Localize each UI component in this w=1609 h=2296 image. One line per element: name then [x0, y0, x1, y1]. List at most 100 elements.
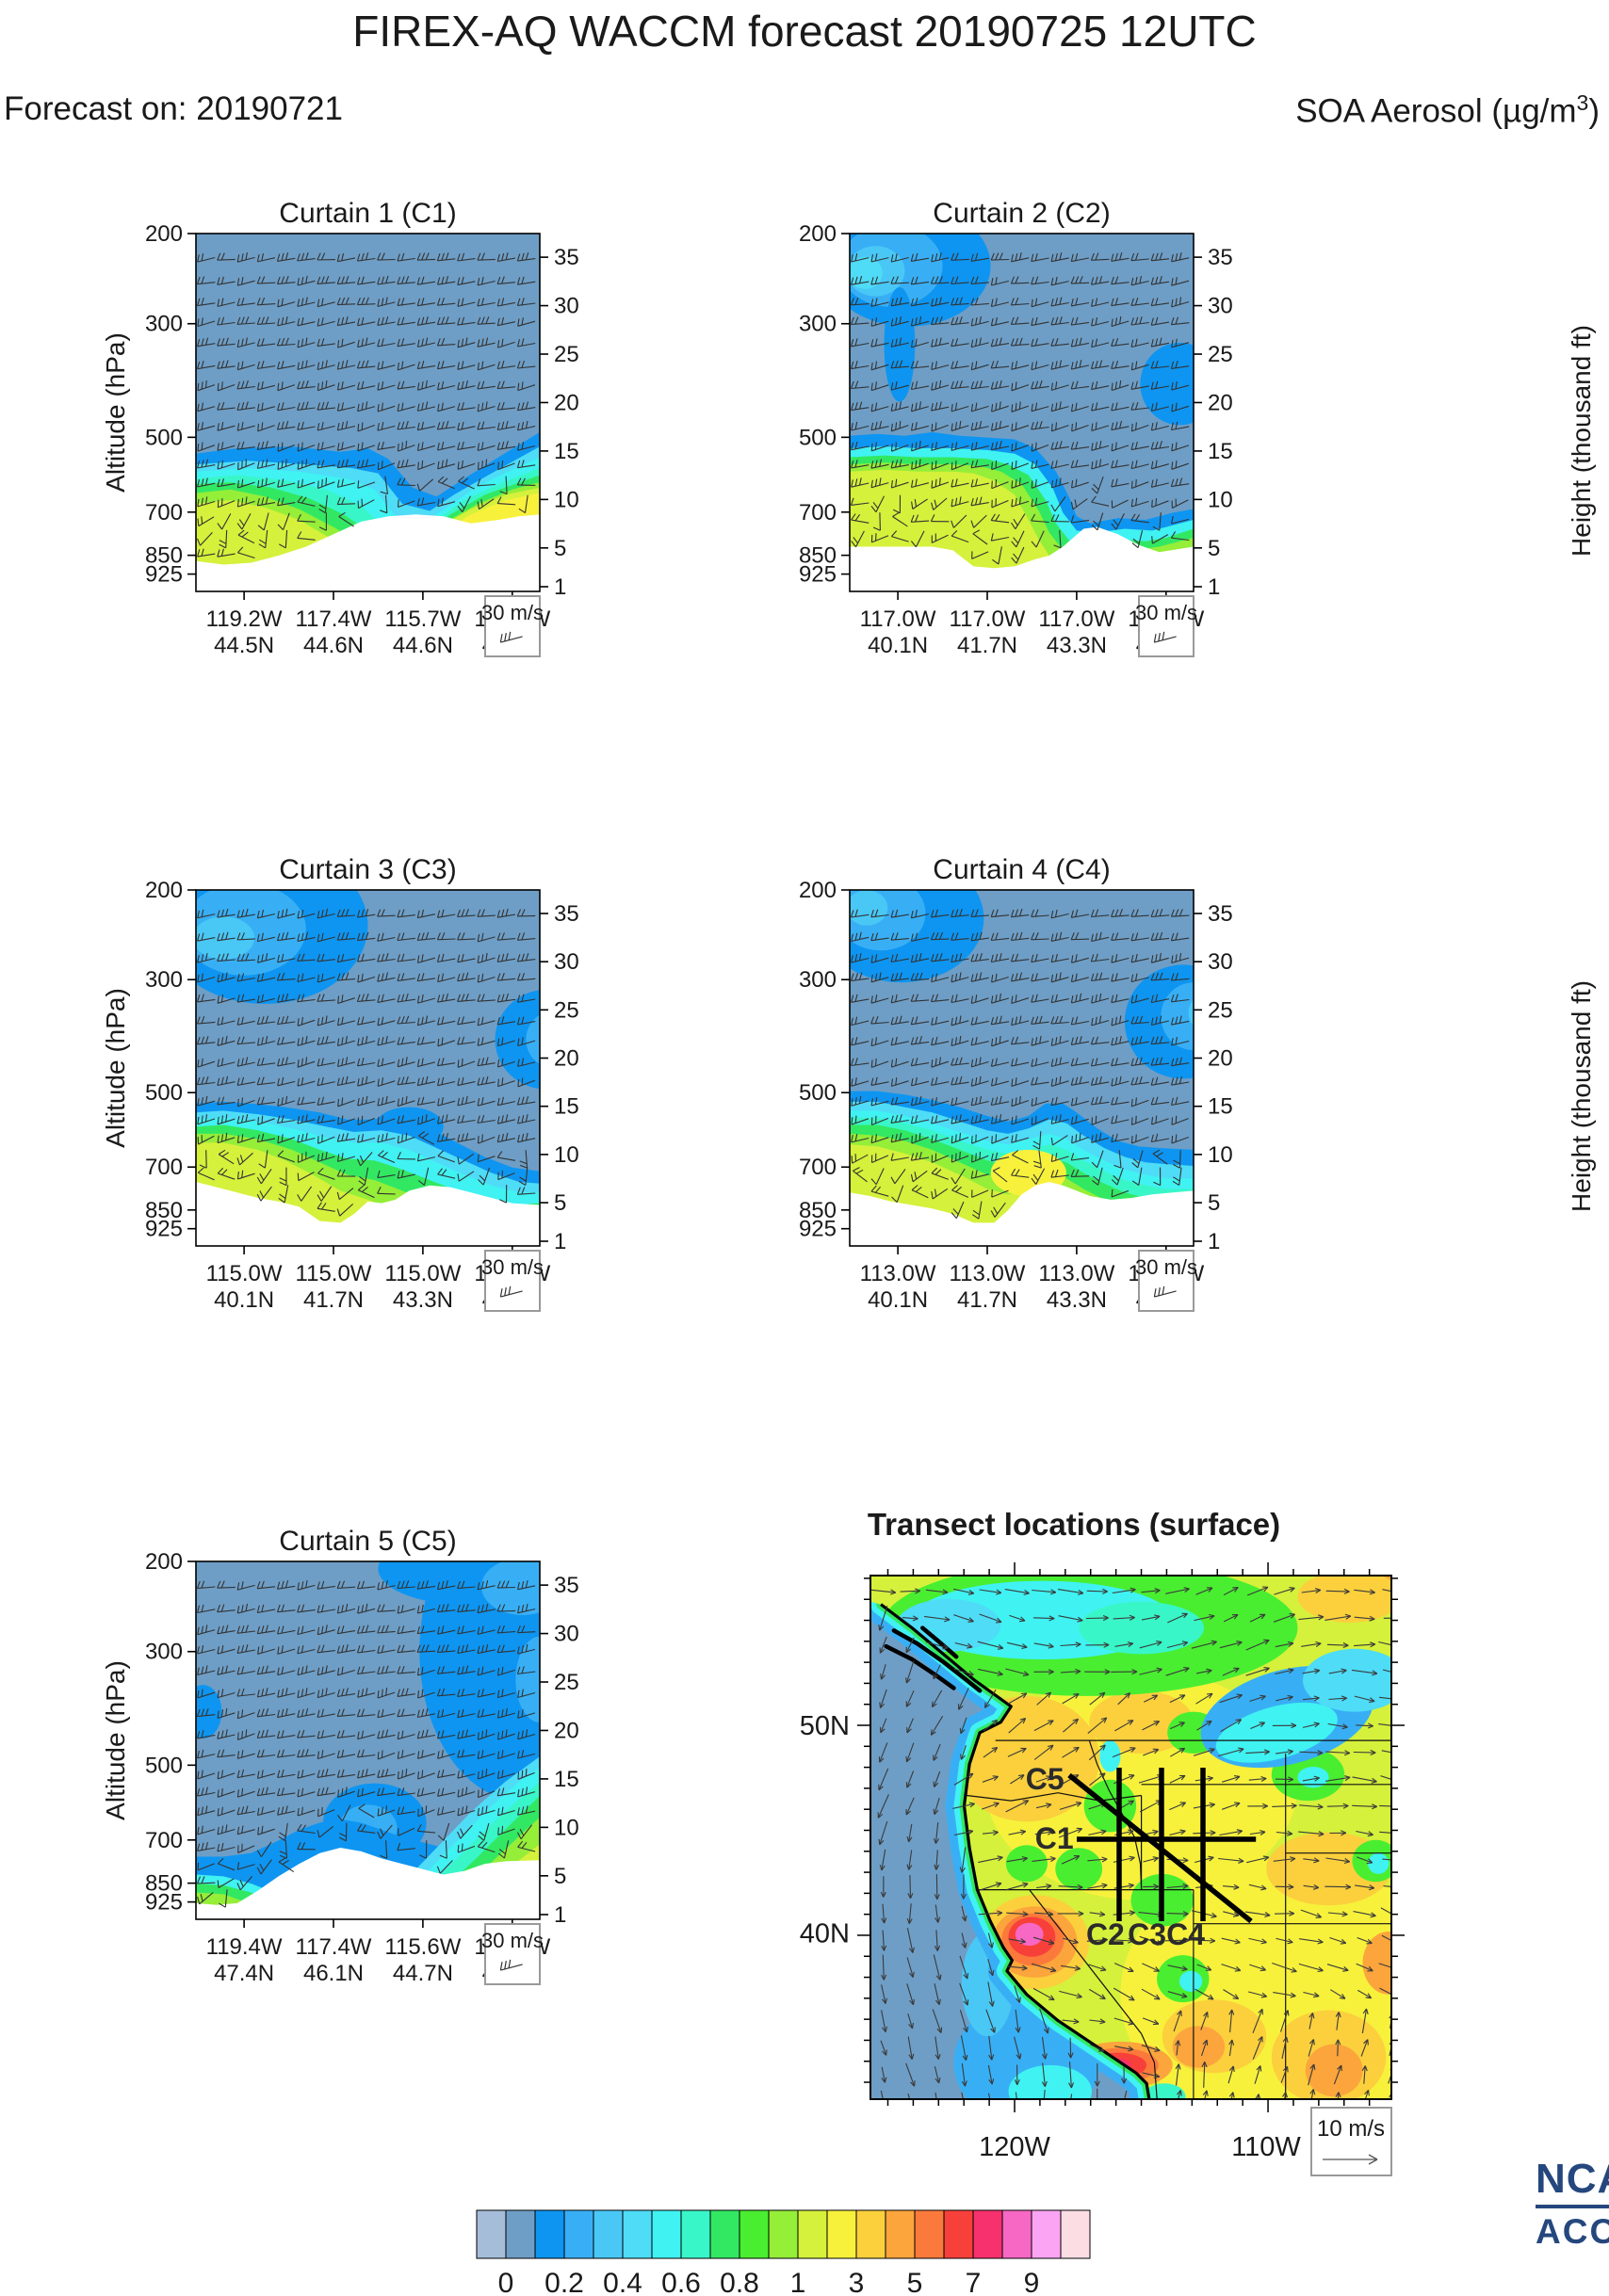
colorbar-cell [1031, 2209, 1062, 2259]
species-close: ) [1588, 92, 1600, 130]
barb-legend-icon [1153, 1285, 1177, 1298]
curtain-title: Curtain 5 (C5) [279, 1526, 456, 1557]
wind-barbs [196, 1579, 536, 1908]
height-tick-label: 15 [554, 1767, 579, 1792]
colorbar-tick-label: 0.6 [661, 2268, 701, 2296]
colorbar-cell [885, 2209, 916, 2259]
barb-legend-label: 30 m/s [481, 1255, 544, 1279]
height-tick-label: 5 [1208, 536, 1220, 561]
logo-acom: ACOM [1536, 2212, 1609, 2251]
height-tick-label: 30 [1208, 294, 1233, 319]
pressure-tick-label: 850 [799, 1198, 837, 1223]
altitude-axis-label: Altitude (hPa) [101, 1660, 130, 1820]
height-tick-label: 35 [554, 245, 579, 270]
height-tick-label: 1 [1208, 1229, 1220, 1254]
barb-legend-label: 30 m/s [1135, 601, 1197, 624]
transect-label-c4: C4 [1166, 1917, 1205, 1951]
lon-tick-label: 117.4W [296, 1934, 372, 1960]
curtain-title: Curtain 3 (C3) [279, 854, 456, 885]
barb-legend-label: 30 m/s [481, 1929, 544, 1952]
pressure-tick-label: 700 [145, 500, 183, 525]
colorbar-cell [622, 2209, 653, 2259]
altitude-axis-label: Altitude (hPa) [101, 332, 130, 493]
colorbar-tick-label: 0.8 [720, 2268, 759, 2296]
axis-ticks [187, 233, 548, 600]
barb-legend-icon [1153, 631, 1177, 643]
lon-tick-label: 119.4W [206, 1934, 283, 1960]
colorbar: 0 0.2 0.4 0.6 0.8 1 3 5 7 9 [476, 2209, 1091, 2296]
barb-legend: 30 m/s [481, 1923, 544, 1985]
height-tick-label: 35 [1208, 245, 1233, 270]
lon-tick-label: 113.0W [1038, 1261, 1114, 1286]
lat-tick-label: 43.3N [1047, 633, 1107, 658]
lat-tick-label: 43.3N [393, 1287, 453, 1313]
height-tick-label: 20 [1208, 1046, 1233, 1072]
barb-legend-icon [499, 1285, 523, 1298]
height-tick-label: 15 [554, 439, 579, 464]
map-lat-label: 50N [800, 1711, 850, 1741]
curtain-title: Curtain 2 (C2) [933, 198, 1110, 229]
transect-label-c5: C5 [1026, 1762, 1065, 1796]
curtain-c5-field [196, 1561, 540, 1919]
pressure-tick-label: 700 [799, 1155, 837, 1180]
colorbar-tick-label: 5 [907, 2268, 923, 2296]
height-tick-label: 30 [1208, 949, 1233, 975]
colorbar-cell [651, 2209, 682, 2259]
coastline [880, 1603, 1151, 2099]
pressure-tick-label: 200 [145, 878, 183, 903]
height-tick-label: 5 [554, 1190, 566, 1216]
curtain-c4-panel: 20030050070085092535302520151051113.0W40… [799, 854, 1596, 1313]
lat-tick-label: 41.7N [957, 633, 1017, 658]
height-tick-label: 5 [554, 536, 566, 561]
lon-tick-label: 115.0W [206, 1261, 283, 1286]
pressure-tick-label: 500 [799, 1080, 837, 1106]
lat-tick-label: 41.7N [303, 1287, 364, 1313]
colorbar-tick-label: 3 [849, 2268, 865, 2296]
pressure-tick-label: 200 [145, 221, 183, 247]
height-tick-label: 35 [554, 1573, 579, 1598]
height-tick-label: 30 [554, 949, 579, 975]
lat-tick-label: 44.6N [303, 633, 364, 658]
colorbar-cell [768, 2209, 799, 2259]
lat-tick-label: 47.4N [214, 1961, 274, 1986]
lon-tick-label: 115.0W [384, 1261, 461, 1286]
barb-legend: 30 m/s [1135, 1250, 1197, 1312]
wind-barbs [850, 908, 1190, 1220]
colorbar-cell [563, 2209, 594, 2259]
lat-tick-label: 40.1N [868, 1287, 928, 1313]
colorbar-cell [534, 2209, 565, 2259]
pressure-tick-label: 700 [145, 1828, 183, 1853]
pressure-tick-label: 300 [799, 312, 837, 337]
vancouver-island [884, 1625, 983, 1693]
colorbar-tick-label: 1 [790, 2268, 806, 2296]
colorbar-cell [826, 2209, 857, 2259]
transect-label-c3: C3 [1128, 1917, 1166, 1951]
pressure-tick-label: 300 [145, 1640, 183, 1665]
lon-tick-label: 117.0W [950, 606, 1026, 632]
height-tick-label: 35 [554, 901, 579, 927]
height-tick-label: 1 [554, 574, 566, 600]
map-axis-labels: 50N 40N 120W 110W [800, 1711, 1302, 2162]
height-tick-label: 10 [554, 487, 579, 512]
height-tick-label: 25 [1208, 342, 1233, 367]
pressure-tick-label: 500 [145, 1080, 183, 1106]
lat-tick-label: 46.1N [303, 1961, 364, 1986]
lon-tick-label: 117.0W [860, 606, 936, 632]
colorbar-cell [1060, 2209, 1091, 2259]
transect-line-c5 [1067, 1772, 1253, 1924]
colorbar-cell [680, 2209, 711, 2259]
map-lon-label: 110W [1231, 2132, 1301, 2162]
pressure-tick-label: 300 [145, 967, 183, 993]
lon-tick-label: 113.0W [950, 1261, 1026, 1286]
ncar-acom-logo: NCAR ACOM [1536, 2159, 1609, 2249]
lon-tick-label: 115.6W [384, 1934, 461, 1960]
colorbar-cell [739, 2209, 770, 2259]
colorbar-tick-label: 0.2 [544, 2268, 584, 2296]
transect-label-c1: C1 [1035, 1821, 1074, 1855]
species-base: SOA Aerosol (µg/m [1295, 92, 1577, 130]
axis-ticks [187, 1560, 548, 1928]
colorbar-tick-label: 0 [498, 2268, 514, 2296]
